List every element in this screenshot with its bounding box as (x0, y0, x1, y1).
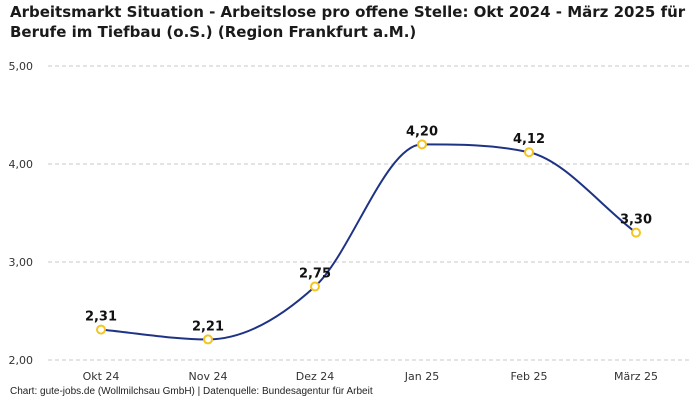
y-tick-label: 3,00 (9, 256, 34, 269)
y-tick-label: 5,00 (9, 60, 34, 73)
data-label: 2,75 (299, 267, 331, 282)
data-point (96, 324, 106, 335)
x-tick-label: Okt 24 (83, 370, 120, 383)
data-markers (96, 139, 641, 345)
y-tick-label: 4,00 (9, 158, 34, 171)
x-axis-ticks: Okt 24 Nov 24 Dez 24 Jan 25 Feb 25 März 25 (83, 370, 658, 383)
x-tick-label: März 25 (614, 370, 658, 383)
y-axis-ticks: 2,00 3,00 4,00 5,00 (9, 60, 34, 367)
data-label: 4,20 (406, 124, 438, 139)
data-point (203, 334, 213, 345)
x-tick-label: Jan 25 (404, 370, 439, 383)
data-labels: 2,31 2,21 2,75 4,20 4,12 3,30 (85, 124, 652, 334)
source-note: Chart: gute-jobs.de (Wollmilchsau GmbH) … (10, 386, 373, 397)
data-point (417, 139, 427, 150)
data-label: 2,21 (192, 319, 224, 334)
chart-title: Arbeitsmarkt Situation - Arbeitslose pro… (10, 3, 686, 41)
x-tick-label: Nov 24 (189, 370, 228, 383)
x-tick-label: Feb 25 (511, 370, 548, 383)
x-tick-label: Dez 24 (296, 370, 335, 383)
series-line (100, 143, 637, 341)
data-label: 4,12 (513, 132, 545, 147)
data-label: 2,31 (85, 310, 117, 325)
data-label: 3,30 (620, 213, 652, 228)
data-point (631, 227, 641, 238)
y-grid (48, 65, 690, 361)
data-point (310, 281, 320, 292)
y-tick-label: 2,00 (9, 354, 34, 367)
data-point (524, 147, 534, 158)
